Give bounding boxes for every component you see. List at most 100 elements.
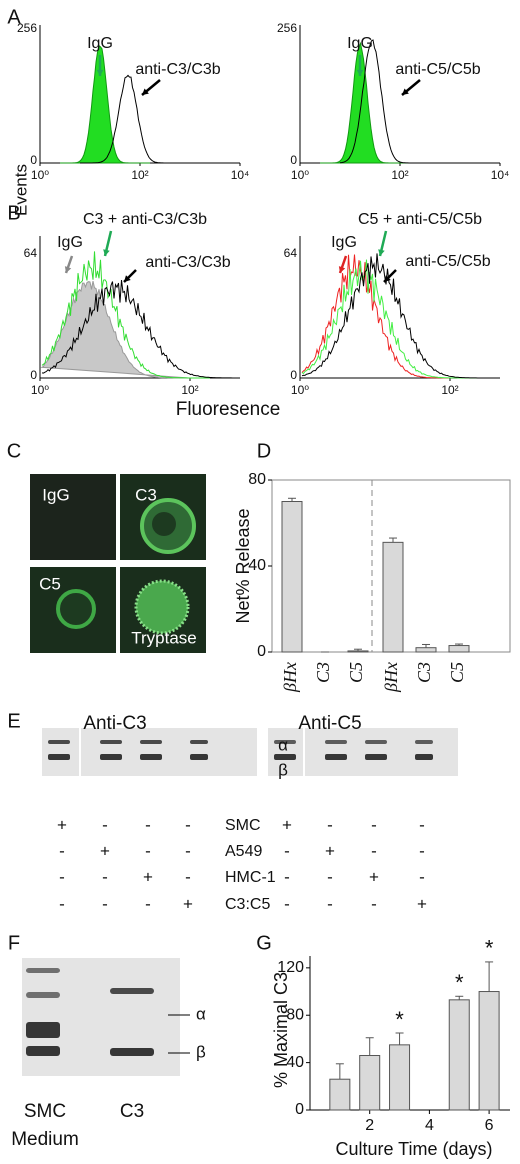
histogram-igg xyxy=(301,254,449,379)
label: IgG xyxy=(347,35,373,52)
sign: - xyxy=(185,867,191,886)
sign: - xyxy=(145,894,151,913)
band xyxy=(48,740,70,744)
bar xyxy=(448,645,470,653)
axis-label: Events xyxy=(11,164,30,216)
bar xyxy=(329,1078,351,1111)
x-tick-label: 2 xyxy=(365,1117,374,1134)
blot-title: Anti-C3 xyxy=(83,713,146,734)
bar xyxy=(389,1044,411,1111)
band-label: β xyxy=(278,760,288,779)
band xyxy=(100,754,122,760)
band xyxy=(274,754,296,760)
y-tick-label: 120 xyxy=(277,959,304,976)
sign: + xyxy=(143,867,153,886)
y-tick-label: 80 xyxy=(286,1006,304,1023)
sign: + xyxy=(325,841,335,860)
band xyxy=(365,754,387,760)
bar xyxy=(415,647,437,653)
image-label: IgG xyxy=(42,485,69,504)
image-label: C3 xyxy=(135,485,157,504)
x-tick-label: 10⁰ xyxy=(31,383,49,397)
label: anti-C5/C5b xyxy=(405,253,490,270)
histogram-antibody xyxy=(41,279,240,379)
band-label: α xyxy=(196,1004,206,1023)
histogram-igg xyxy=(320,41,410,164)
label: anti-C3/C3b xyxy=(135,61,220,78)
sign: - xyxy=(102,867,108,886)
histogram-igg xyxy=(60,44,150,164)
histogram-competed xyxy=(41,251,210,379)
arrow-head xyxy=(103,249,110,256)
sign: + xyxy=(57,815,67,834)
panel-letter: D xyxy=(257,440,271,462)
arrow-head xyxy=(338,266,346,273)
band xyxy=(26,1022,60,1038)
panel-letter: C xyxy=(7,440,21,462)
y-tick-label: 0 xyxy=(30,153,37,167)
band-label: β xyxy=(196,1042,206,1061)
arrow-head xyxy=(384,275,391,282)
bar xyxy=(478,991,500,1111)
label: IgG xyxy=(87,35,113,52)
label: C3 + anti-C3/C3b xyxy=(83,211,207,228)
x-tick-label: 10² xyxy=(391,168,408,182)
x-tick-label: 10⁰ xyxy=(291,168,309,182)
band xyxy=(26,968,60,973)
micrograph xyxy=(30,474,116,560)
lane-label: C3 xyxy=(120,1101,144,1122)
sign: - xyxy=(284,841,290,860)
label: C5 + anti-C5/C5b xyxy=(358,211,482,228)
band xyxy=(100,740,122,744)
sign: - xyxy=(145,815,151,834)
sign: - xyxy=(145,841,151,860)
row-label: A549 xyxy=(225,843,262,860)
sign: - xyxy=(419,867,425,886)
lane-label: Medium xyxy=(11,1129,79,1150)
sign: - xyxy=(327,894,333,913)
arrow-head xyxy=(96,69,104,76)
panel-letter: E xyxy=(7,710,20,732)
sign: - xyxy=(327,815,333,834)
sign: + xyxy=(100,841,110,860)
sign: - xyxy=(327,867,333,886)
row-label: C3:C5 xyxy=(225,896,270,913)
sign: - xyxy=(419,815,425,834)
band xyxy=(140,740,162,744)
arrow-head xyxy=(142,88,149,95)
band xyxy=(325,754,347,760)
sign: - xyxy=(419,841,425,860)
sign: - xyxy=(102,815,108,834)
band xyxy=(110,988,154,994)
x-axis-label: Culture Time (days) xyxy=(335,1139,492,1159)
sign: - xyxy=(59,894,65,913)
x-tick-label: 10⁰ xyxy=(291,383,309,397)
sign: - xyxy=(185,841,191,860)
y-tick-label: 64 xyxy=(24,246,38,260)
row-label: SMC xyxy=(225,817,261,834)
x-tick-label: 10⁴ xyxy=(491,168,510,182)
bar xyxy=(359,1055,381,1111)
sign: - xyxy=(185,815,191,834)
y-tick-label: 40 xyxy=(248,557,266,574)
x-tick-label: C5 xyxy=(346,662,366,683)
histogram-competed xyxy=(301,259,479,379)
sign: - xyxy=(59,841,65,860)
blot xyxy=(22,958,180,1076)
x-tick-label: C5 xyxy=(447,662,467,683)
label: IgG xyxy=(57,234,83,251)
band xyxy=(26,1046,60,1056)
band xyxy=(325,740,347,744)
bar xyxy=(281,501,303,653)
significance-mark: * xyxy=(485,936,494,961)
x-tick-label: 10⁴ xyxy=(231,168,250,182)
band xyxy=(190,754,208,760)
image-label: Tryptase xyxy=(131,628,197,647)
arrow-head xyxy=(402,88,409,95)
sign: - xyxy=(371,815,377,834)
band xyxy=(110,1048,154,1056)
arrow-head xyxy=(124,275,131,282)
lane-label: SMC xyxy=(24,1101,66,1122)
blot xyxy=(268,728,458,776)
